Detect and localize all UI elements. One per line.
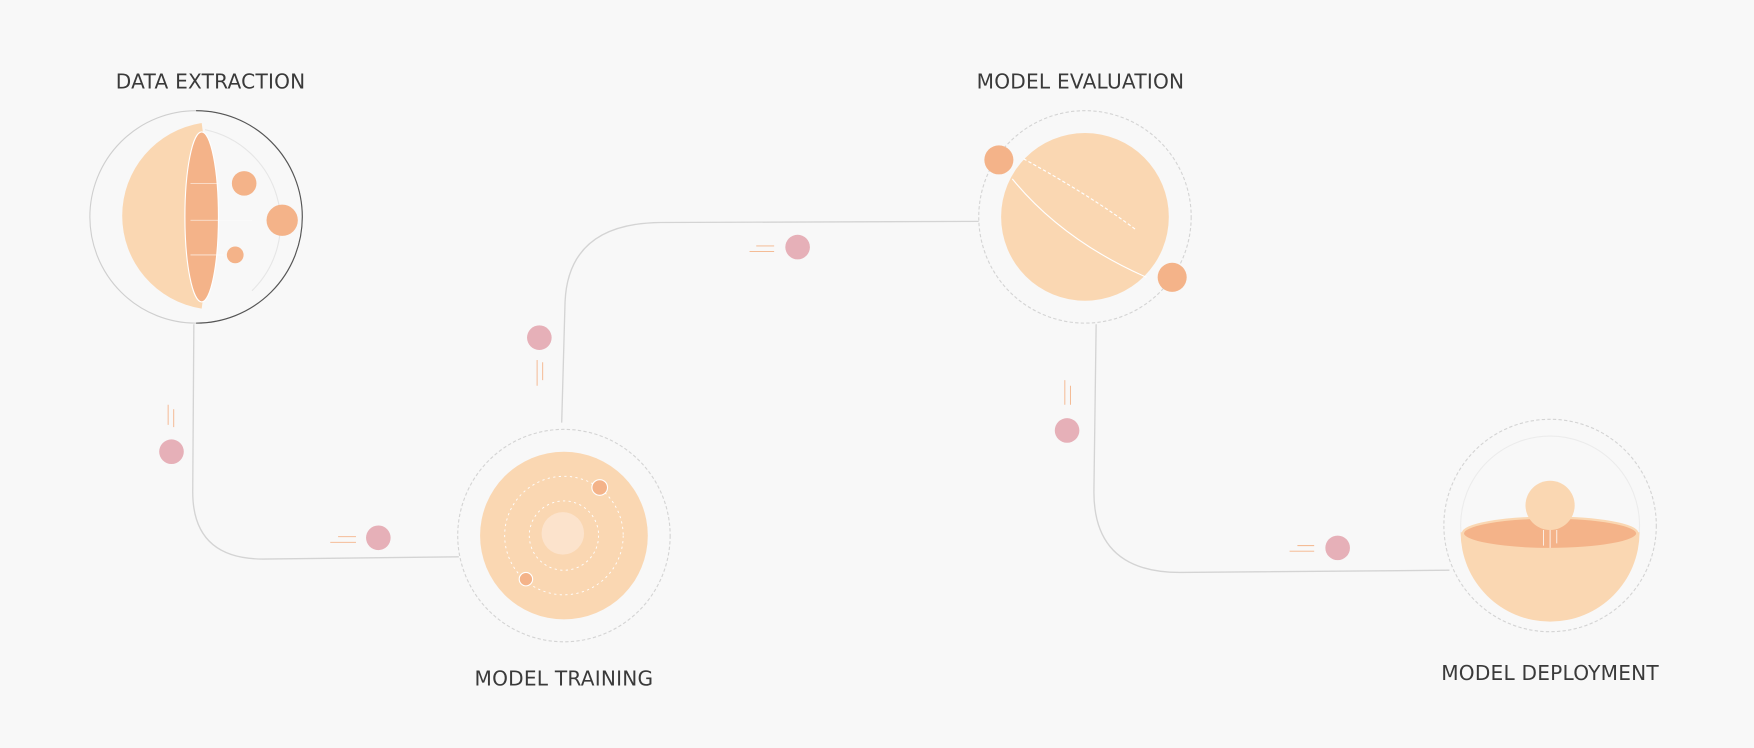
- moving-dot: [527, 325, 552, 386]
- moving-dot: [330, 525, 391, 551]
- connector-evaluation-deployment: [1093, 324, 1450, 574]
- stage-label: DATA EXTRACTION: [116, 69, 306, 93]
- bowl-icon: [1460, 532, 1640, 622]
- moving-dot: [749, 234, 810, 260]
- stage-label: MODEL DEPLOYMENT: [1441, 661, 1659, 685]
- connector-extraction-training: [192, 324, 459, 560]
- connector-training-evaluation: [561, 220, 979, 423]
- stage-model-training[interactable]: MODEL TRAINING: [457, 428, 671, 690]
- progress-arc: [196, 110, 303, 324]
- stage-data-extraction[interactable]: DATA EXTRACTION: [89, 69, 306, 324]
- moving-dot: [1289, 535, 1350, 561]
- stage-model-evaluation[interactable]: MODEL EVALUATION: [977, 69, 1192, 324]
- stage-label: MODEL EVALUATION: [977, 69, 1185, 93]
- half-sphere-icon: [122, 122, 209, 309]
- moving-dot: [159, 404, 184, 465]
- stage-label: MODEL TRAINING: [475, 666, 654, 690]
- stage-model-deployment[interactable]: MODEL DEPLOYMENT: [1441, 418, 1659, 685]
- moving-dot: [1054, 380, 1080, 443]
- sphere-icon: [1001, 133, 1169, 301]
